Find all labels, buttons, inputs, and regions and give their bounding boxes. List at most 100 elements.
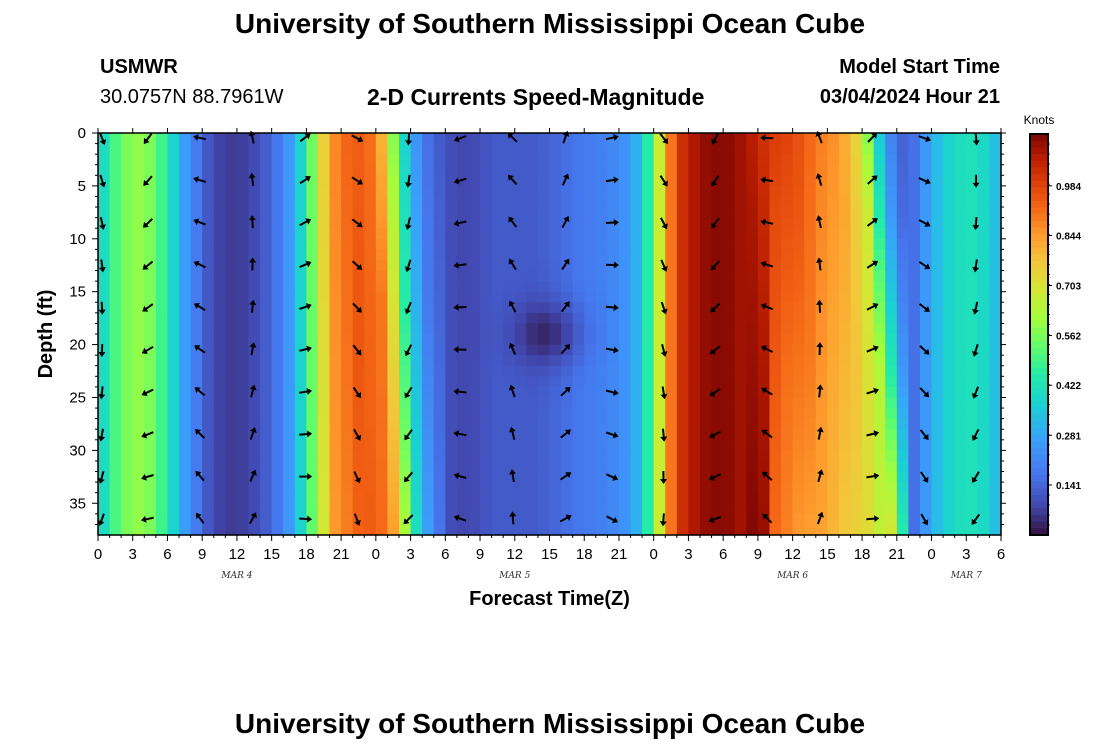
heatmap-cell	[561, 355, 574, 367]
heatmap-cell	[503, 524, 516, 536]
heatmap-cell	[908, 355, 921, 367]
heatmap-cell	[503, 154, 516, 166]
heatmap-cell	[954, 471, 967, 483]
heatmap-cell	[711, 164, 724, 176]
heatmap-cell	[989, 482, 1002, 494]
heatmap-cell	[387, 228, 400, 240]
current-arrow	[708, 515, 722, 523]
heatmap-cell	[167, 524, 180, 536]
arrow-head	[612, 431, 619, 439]
heatmap-cell	[109, 492, 122, 504]
y-tick-label: 30	[69, 442, 86, 459]
heatmap-cell	[341, 482, 354, 494]
heatmap-cell	[989, 217, 1002, 229]
heatmap-cell	[294, 492, 307, 504]
heatmap-cell	[248, 259, 261, 272]
heatmap-cell	[480, 397, 493, 409]
heatmap-cell	[537, 503, 551, 515]
heatmap-cell	[526, 249, 539, 261]
heatmap-cell	[225, 418, 238, 430]
heatmap-cell	[665, 450, 678, 462]
heatmap-cell	[908, 143, 921, 155]
heatmap-cell	[410, 482, 423, 494]
heatmap-cell	[260, 418, 273, 430]
heatmap-cell	[167, 408, 180, 420]
heatmap-cell	[653, 365, 666, 377]
heatmap-cell	[850, 365, 863, 377]
heatmap-cell	[572, 228, 585, 240]
heatmap-cell	[595, 524, 608, 536]
heatmap-cell	[155, 270, 169, 282]
heatmap-cell	[260, 143, 273, 155]
heatmap-cell	[584, 450, 597, 462]
heatmap-cell	[329, 513, 342, 526]
current-arrow	[248, 172, 256, 186]
heatmap-cell	[155, 513, 169, 526]
heatmap-cell	[723, 133, 736, 145]
heatmap-cell	[225, 503, 238, 515]
heatmap-cell	[352, 249, 365, 261]
heatmap-cell	[943, 386, 956, 399]
heatmap-cell	[271, 185, 284, 198]
arrow-head	[98, 352, 106, 358]
heatmap-cell	[595, 143, 608, 155]
heatmap-cell	[179, 207, 192, 219]
heatmap-cell	[804, 418, 817, 430]
heatmap-cell	[711, 185, 724, 198]
heatmap-cell	[700, 503, 713, 515]
colorbar-segment	[1030, 474, 1048, 483]
heatmap-cell	[445, 217, 458, 229]
heatmap-cell	[607, 281, 620, 293]
heatmap-cell	[294, 164, 307, 176]
heatmap-cell	[410, 302, 423, 314]
heatmap-cell	[364, 154, 377, 166]
heatmap-cell	[375, 143, 389, 155]
heatmap-cell	[225, 365, 238, 377]
heatmap-cell	[595, 323, 608, 335]
heatmap-cell	[445, 513, 458, 526]
heatmap-cell	[885, 154, 898, 166]
heatmap-cell	[364, 281, 377, 293]
heatmap-cell	[294, 503, 307, 515]
heatmap-cell	[167, 376, 180, 388]
heatmap-cell	[688, 471, 701, 483]
current-arrow	[762, 513, 773, 524]
heatmap-cell	[885, 228, 898, 240]
heatmap-cell	[572, 355, 585, 367]
heatmap-cell	[989, 460, 1002, 473]
heatmap-cell	[561, 503, 574, 515]
heatmap-cell	[723, 164, 736, 176]
heatmap-cell	[618, 281, 632, 293]
heatmap-cell	[132, 323, 145, 335]
heatmap-cell	[769, 207, 782, 219]
heatmap-cell	[711, 397, 724, 409]
heatmap-cell	[630, 429, 643, 441]
heatmap-cell	[144, 238, 157, 250]
heatmap-cell	[653, 386, 666, 399]
heatmap-cell	[804, 524, 817, 536]
heatmap-cell	[838, 238, 852, 250]
current-arrow	[659, 175, 668, 187]
heatmap-cell	[317, 450, 331, 462]
heatmap-cell	[167, 471, 180, 483]
arrow-head	[142, 221, 149, 228]
heatmap-cell	[294, 281, 307, 293]
heatmap-cell	[584, 418, 597, 430]
heatmap-cell	[491, 492, 504, 504]
heatmap-cell	[885, 291, 898, 303]
heatmap-cell	[561, 439, 574, 451]
heatmap-cell	[954, 249, 967, 261]
heatmap-cell	[445, 281, 458, 293]
heatmap-cell	[260, 154, 273, 166]
heatmap-cell	[746, 513, 759, 526]
heatmap-cell	[514, 259, 527, 272]
heatmap-cell	[132, 334, 145, 346]
heatmap-cell	[653, 503, 666, 515]
heatmap-cell	[537, 492, 551, 504]
colorbar-segment	[1030, 441, 1048, 449]
heatmap-cell	[248, 164, 261, 176]
heatmap-cell	[723, 323, 736, 335]
heatmap-cell	[665, 355, 678, 367]
heatmap-cell	[306, 302, 319, 314]
heatmap-cell	[98, 355, 111, 367]
